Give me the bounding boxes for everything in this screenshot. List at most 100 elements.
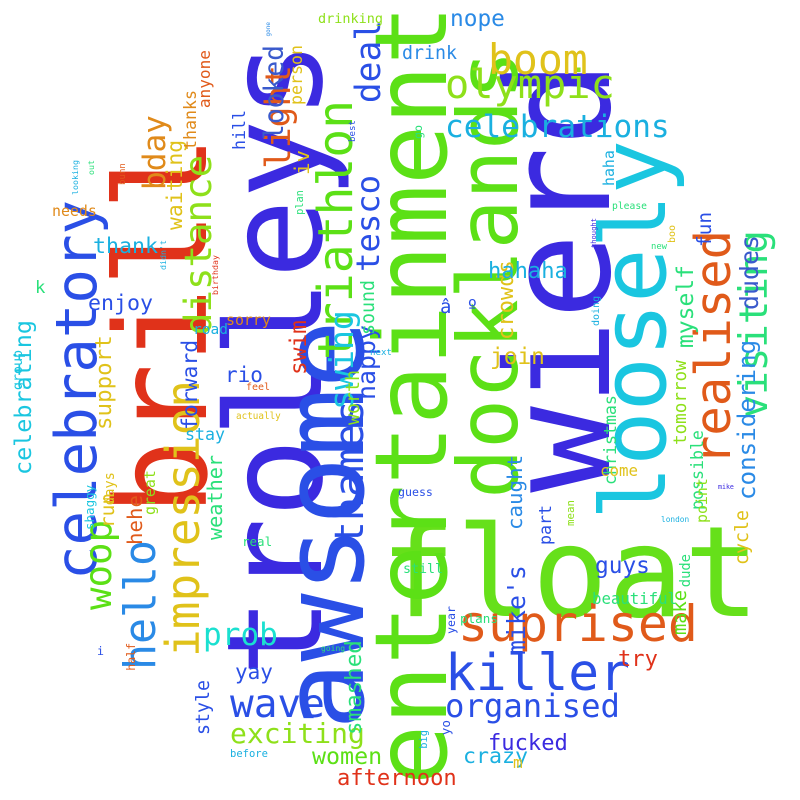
word-cloud-word: nope <box>450 6 505 32</box>
word-cloud-word: haha <box>600 150 618 187</box>
word-cloud-word: stay <box>185 425 225 444</box>
word-cloud-word: weather <box>203 454 227 540</box>
word-cloud-word: mike <box>718 483 734 491</box>
word-cloud-word: celebrations <box>445 109 670 145</box>
word-cloud-word: myself <box>673 264 699 349</box>
word-cloud-word: plan <box>294 190 306 215</box>
word-cloud-word: anyone <box>195 50 214 109</box>
word-cloud-word: caught <box>503 454 527 530</box>
word-cloud-word: great <box>141 470 159 515</box>
word-cloud-word: suprised <box>458 595 698 653</box>
word-cloud-word: hahaha <box>488 258 568 284</box>
word-cloud-word: half <box>124 642 138 671</box>
word-cloud-word: k <box>35 278 46 298</box>
word-cloud-word: didn't <box>158 240 168 270</box>
word-cloud-word: going <box>321 644 346 653</box>
word-cloud-word: best <box>348 120 358 142</box>
word-cloud-word: boo <box>667 224 678 243</box>
word-cloud-word: fucked <box>488 730 568 756</box>
word-cloud-word: days <box>102 471 118 506</box>
word-cloud-word: crazy <box>463 744 529 769</box>
word-cloud-word: actually <box>236 411 281 422</box>
word-cloud-word: guys <box>595 553 650 579</box>
word-cloud-word: dudes <box>735 235 764 310</box>
word-cloud-word: big <box>418 730 430 749</box>
word-cloud-word: still <box>403 562 444 577</box>
word-cloud-word: drink <box>402 43 458 64</box>
word-cloud-word: year <box>444 606 458 634</box>
word-cloud-word: group <box>11 349 26 390</box>
word-cloud-word: style <box>193 679 214 735</box>
word-cloud-word: mike's <box>502 565 531 655</box>
word-cloud-word: point <box>693 478 711 523</box>
word-cloud-word: exciting <box>230 717 365 750</box>
word-cloud-word: float <box>380 499 760 646</box>
word-cloud-word: i <box>97 644 104 658</box>
word-cloud-word: shaggy <box>82 484 97 530</box>
word-cloud-word: drinking <box>318 11 384 27</box>
word-cloud-word: considering <box>733 339 761 500</box>
word-cloud-word: needs <box>52 202 97 220</box>
word-cloud-word: woop <box>76 519 120 610</box>
word-cloud-word: olympic <box>445 61 615 108</box>
word-cloud-word: part <box>536 505 555 545</box>
word-cloud-word: join <box>490 344 545 370</box>
word-cloud-word: looking <box>70 160 80 195</box>
word-cloud-word: prob <box>203 617 278 653</box>
word-cloud-word: sound <box>358 279 379 335</box>
word-cloud-word: thank <box>93 234 159 259</box>
word-cloud-word: sorry <box>226 311 271 329</box>
word-cloud-word: mean <box>564 499 577 526</box>
word-cloud-word: before <box>230 748 268 760</box>
word-cloud-word: looked <box>260 45 290 140</box>
word-cloud-word: celebrating <box>9 320 37 475</box>
word-cloud-word: bunn <box>118 163 128 185</box>
word-cloud-word: waiting <box>163 139 188 230</box>
word-cloud-word: dude <box>678 553 694 588</box>
word-cloud-word: rio <box>225 363 263 387</box>
word-cloud-word: come <box>600 461 639 480</box>
word-cloud-word: next <box>370 348 392 358</box>
word-cloud-word: beautiful <box>592 589 678 608</box>
word-cloud-word: women <box>312 743 383 770</box>
word-cloud-word: iv <box>290 150 314 175</box>
word-cloud-word: road <box>193 322 228 338</box>
word-cloud-word: enjoy <box>88 291 154 316</box>
word-cloud-word: please <box>612 201 647 212</box>
word-cloud-word: person <box>287 45 306 105</box>
word-cloud-word: feel <box>246 382 271 393</box>
word-cloud-word: new <box>651 242 668 252</box>
word-cloud-word: fun <box>693 211 716 247</box>
word-cloud-word: âº <box>440 296 479 318</box>
word-cloud-word: worth <box>343 369 364 425</box>
word-cloud-word: deal <box>349 19 389 104</box>
word-cloud-word: wave <box>230 681 325 727</box>
word-cloud-word: afternoon <box>337 765 457 791</box>
word-cloud-word: go <box>411 124 425 139</box>
word-cloud-word: cycle <box>732 509 753 565</box>
word-cloud-word: support <box>91 335 117 430</box>
word-cloud-word: doing <box>591 295 602 326</box>
word-cloud-word: birthday <box>210 255 220 295</box>
word-cloud-word: guess <box>398 485 433 499</box>
word-cloud-word: try <box>618 646 658 672</box>
word-cloud-word: thought <box>589 218 598 248</box>
word-cloud-word: tesco <box>349 175 387 272</box>
word-cloud-word: london <box>661 515 690 524</box>
word-cloud-word: swim <box>286 320 312 375</box>
word-cloud-word: out <box>86 160 96 175</box>
word-cloud-word: real <box>242 534 273 549</box>
word-cloud-word: tomorrow <box>671 360 691 445</box>
word-cloud-word: gone <box>265 21 272 37</box>
word-cloud-word: hill <box>230 110 249 150</box>
word-cloud-word: boom <box>488 36 588 84</box>
word-cloud-word: organised <box>445 687 620 725</box>
word-cloud-word: smashed <box>341 640 367 735</box>
word-cloud-word: killer <box>445 643 630 703</box>
word-cloud-word: m <box>513 753 523 772</box>
word-cloud-word: yay <box>235 660 273 684</box>
word-cloud-word: yo <box>438 720 453 736</box>
word-cloud-word: plans <box>460 611 498 626</box>
word-cloud-word: forward <box>178 339 203 430</box>
